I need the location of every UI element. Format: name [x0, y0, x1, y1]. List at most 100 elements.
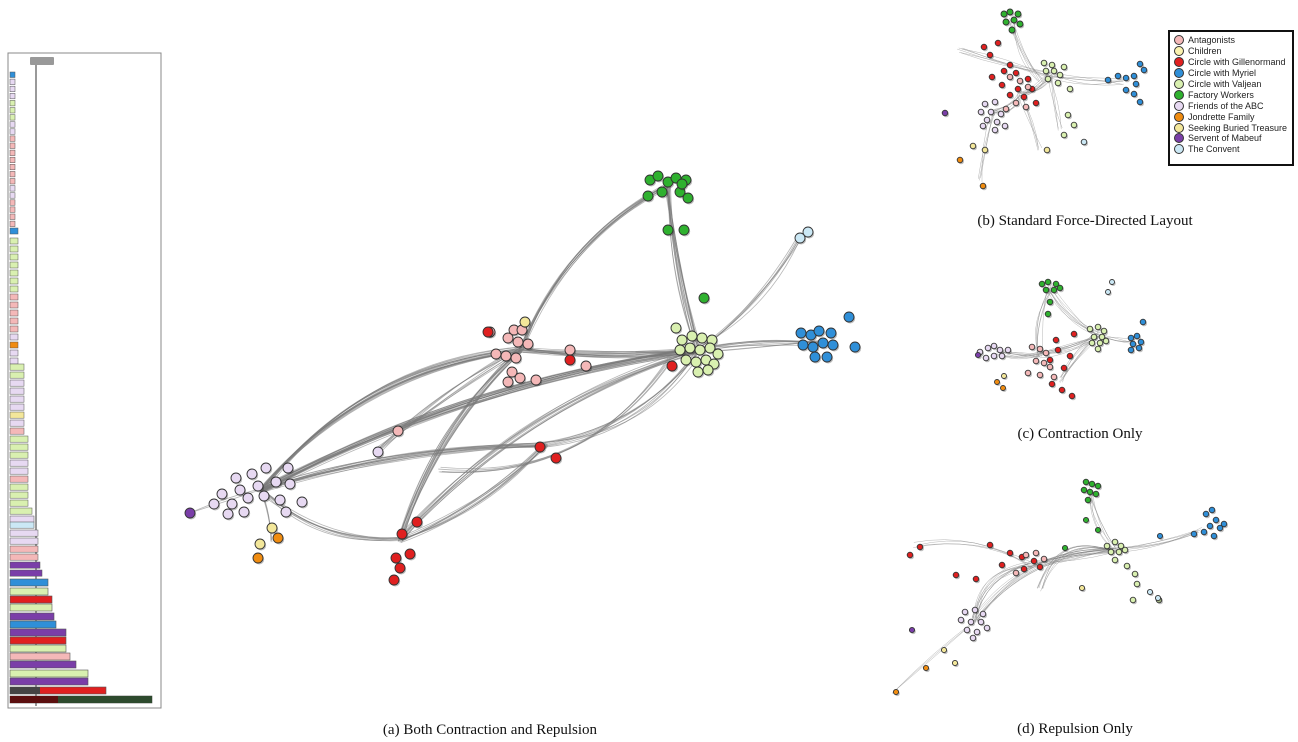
node-antagonists [1032, 549, 1040, 557]
node-factory-workers [1014, 10, 1022, 18]
node-myriel [1156, 532, 1164, 540]
hierarchy-bar-dark [10, 687, 40, 694]
node-antagonists [510, 352, 522, 364]
node-factory-workers [1002, 18, 1010, 26]
hierarchy-bar [9, 71, 16, 78]
node-gillenormand [1014, 85, 1022, 93]
node-antagonists [1036, 345, 1044, 353]
hierarchy-bar [9, 277, 19, 285]
node-abc [990, 342, 998, 350]
edge-bundle [546, 352, 698, 443]
hierarchy-bar [9, 435, 29, 443]
node-myriel [1136, 60, 1144, 68]
node-mabeuf [908, 626, 916, 634]
edge-bundle-b [1048, 72, 1124, 86]
node-convent [794, 232, 806, 244]
edge-bundle-b [1012, 17, 1040, 83]
node-myriel [1133, 332, 1141, 340]
node-gillenormand [1060, 364, 1068, 372]
hierarchy-bar [9, 121, 16, 128]
hierarchy-bar [9, 669, 89, 678]
node-valjean [684, 342, 696, 354]
edge-bundle-b [957, 48, 1053, 77]
node-antagonists [1032, 357, 1040, 365]
node-myriel [817, 337, 829, 349]
edge-bundle-b [958, 47, 1052, 78]
edge-bundle-d [1088, 491, 1117, 549]
node-antagonists [1040, 555, 1048, 563]
legend: Antagonists Children Circle with Gillenorm… [1168, 30, 1294, 166]
legend-swatch-icon [1174, 100, 1184, 111]
node-valjean [1129, 596, 1137, 604]
node-antagonists [580, 360, 592, 372]
node-treasure [940, 646, 948, 654]
node-valjean [680, 354, 692, 366]
node-myriel [1210, 532, 1218, 540]
hierarchy-bar [9, 612, 55, 621]
legend-label: Antagonists [1188, 35, 1236, 46]
node-valjean [1048, 61, 1056, 69]
hierarchy-bar [9, 317, 19, 325]
hierarchy-bar [9, 459, 29, 467]
legend-swatch-icon [1174, 57, 1184, 68]
edge-bundle [517, 183, 671, 353]
node-valjean [674, 344, 686, 356]
edge-bundle [521, 187, 667, 349]
hierarchy-bar [9, 78, 16, 85]
hierarchy-bar [9, 213, 16, 220]
hierarchy-bar [9, 507, 33, 515]
edge-bundle [378, 350, 520, 450]
node-valjean [1040, 59, 1048, 67]
node-convent [1154, 594, 1162, 602]
edge-bundle-d [1042, 547, 1113, 589]
node-factory-workers [676, 178, 688, 190]
node-antagonists [514, 372, 526, 384]
hierarchy-root-bar [30, 57, 54, 65]
node-myriel [1129, 340, 1137, 348]
node-valjean [1088, 339, 1096, 347]
node-abc [979, 610, 987, 618]
hierarchy-bar [9, 652, 71, 661]
edge-bundle-d [892, 618, 978, 694]
node-factory-workers [642, 190, 654, 202]
hierarchy-bar [9, 545, 39, 553]
node-treasure [266, 522, 278, 534]
node-factory-workers [1092, 490, 1100, 498]
hierarchy-bar [9, 142, 16, 149]
hierarchy-bar [9, 357, 19, 365]
node-myriel [1135, 344, 1143, 352]
hierarchy-bar [9, 199, 16, 206]
node-gillenormand [1048, 380, 1056, 388]
edge-bundle-b [962, 47, 1048, 78]
node-valjean [696, 332, 708, 344]
node-valjean [1060, 131, 1068, 139]
node-valjean [1054, 79, 1062, 87]
node-abc [1001, 122, 1009, 130]
edge-bundle [520, 187, 668, 349]
edge-bundle [401, 349, 518, 541]
node-valjean [1103, 542, 1111, 550]
node-abc [963, 626, 971, 634]
node-valjean [1086, 325, 1094, 333]
node-antagonists [1012, 569, 1020, 577]
legend-label: Circle with Gillenormand [1188, 57, 1286, 68]
edge-bundle [399, 442, 546, 543]
node-gillenormand [666, 360, 678, 372]
node-valjean [1094, 345, 1102, 353]
edge-bundle [259, 351, 523, 489]
hierarchy-bar-dark [58, 696, 152, 703]
edge-bundle-d [975, 549, 1115, 621]
edge-bundle-b [980, 113, 993, 179]
node-gillenormand [1020, 565, 1028, 573]
node-convent [1109, 279, 1115, 285]
hierarchy-bar-dark [10, 696, 58, 703]
edge-bundle-d [892, 618, 978, 694]
legend-label: Circle with Valjean [1188, 79, 1262, 89]
edge-bundle [544, 352, 699, 443]
node-abc [270, 476, 282, 488]
node-treasure [1078, 584, 1086, 592]
node-valjean [1115, 548, 1123, 556]
node-factory-workers [1082, 516, 1090, 524]
edge-bundle-d [913, 543, 1032, 563]
